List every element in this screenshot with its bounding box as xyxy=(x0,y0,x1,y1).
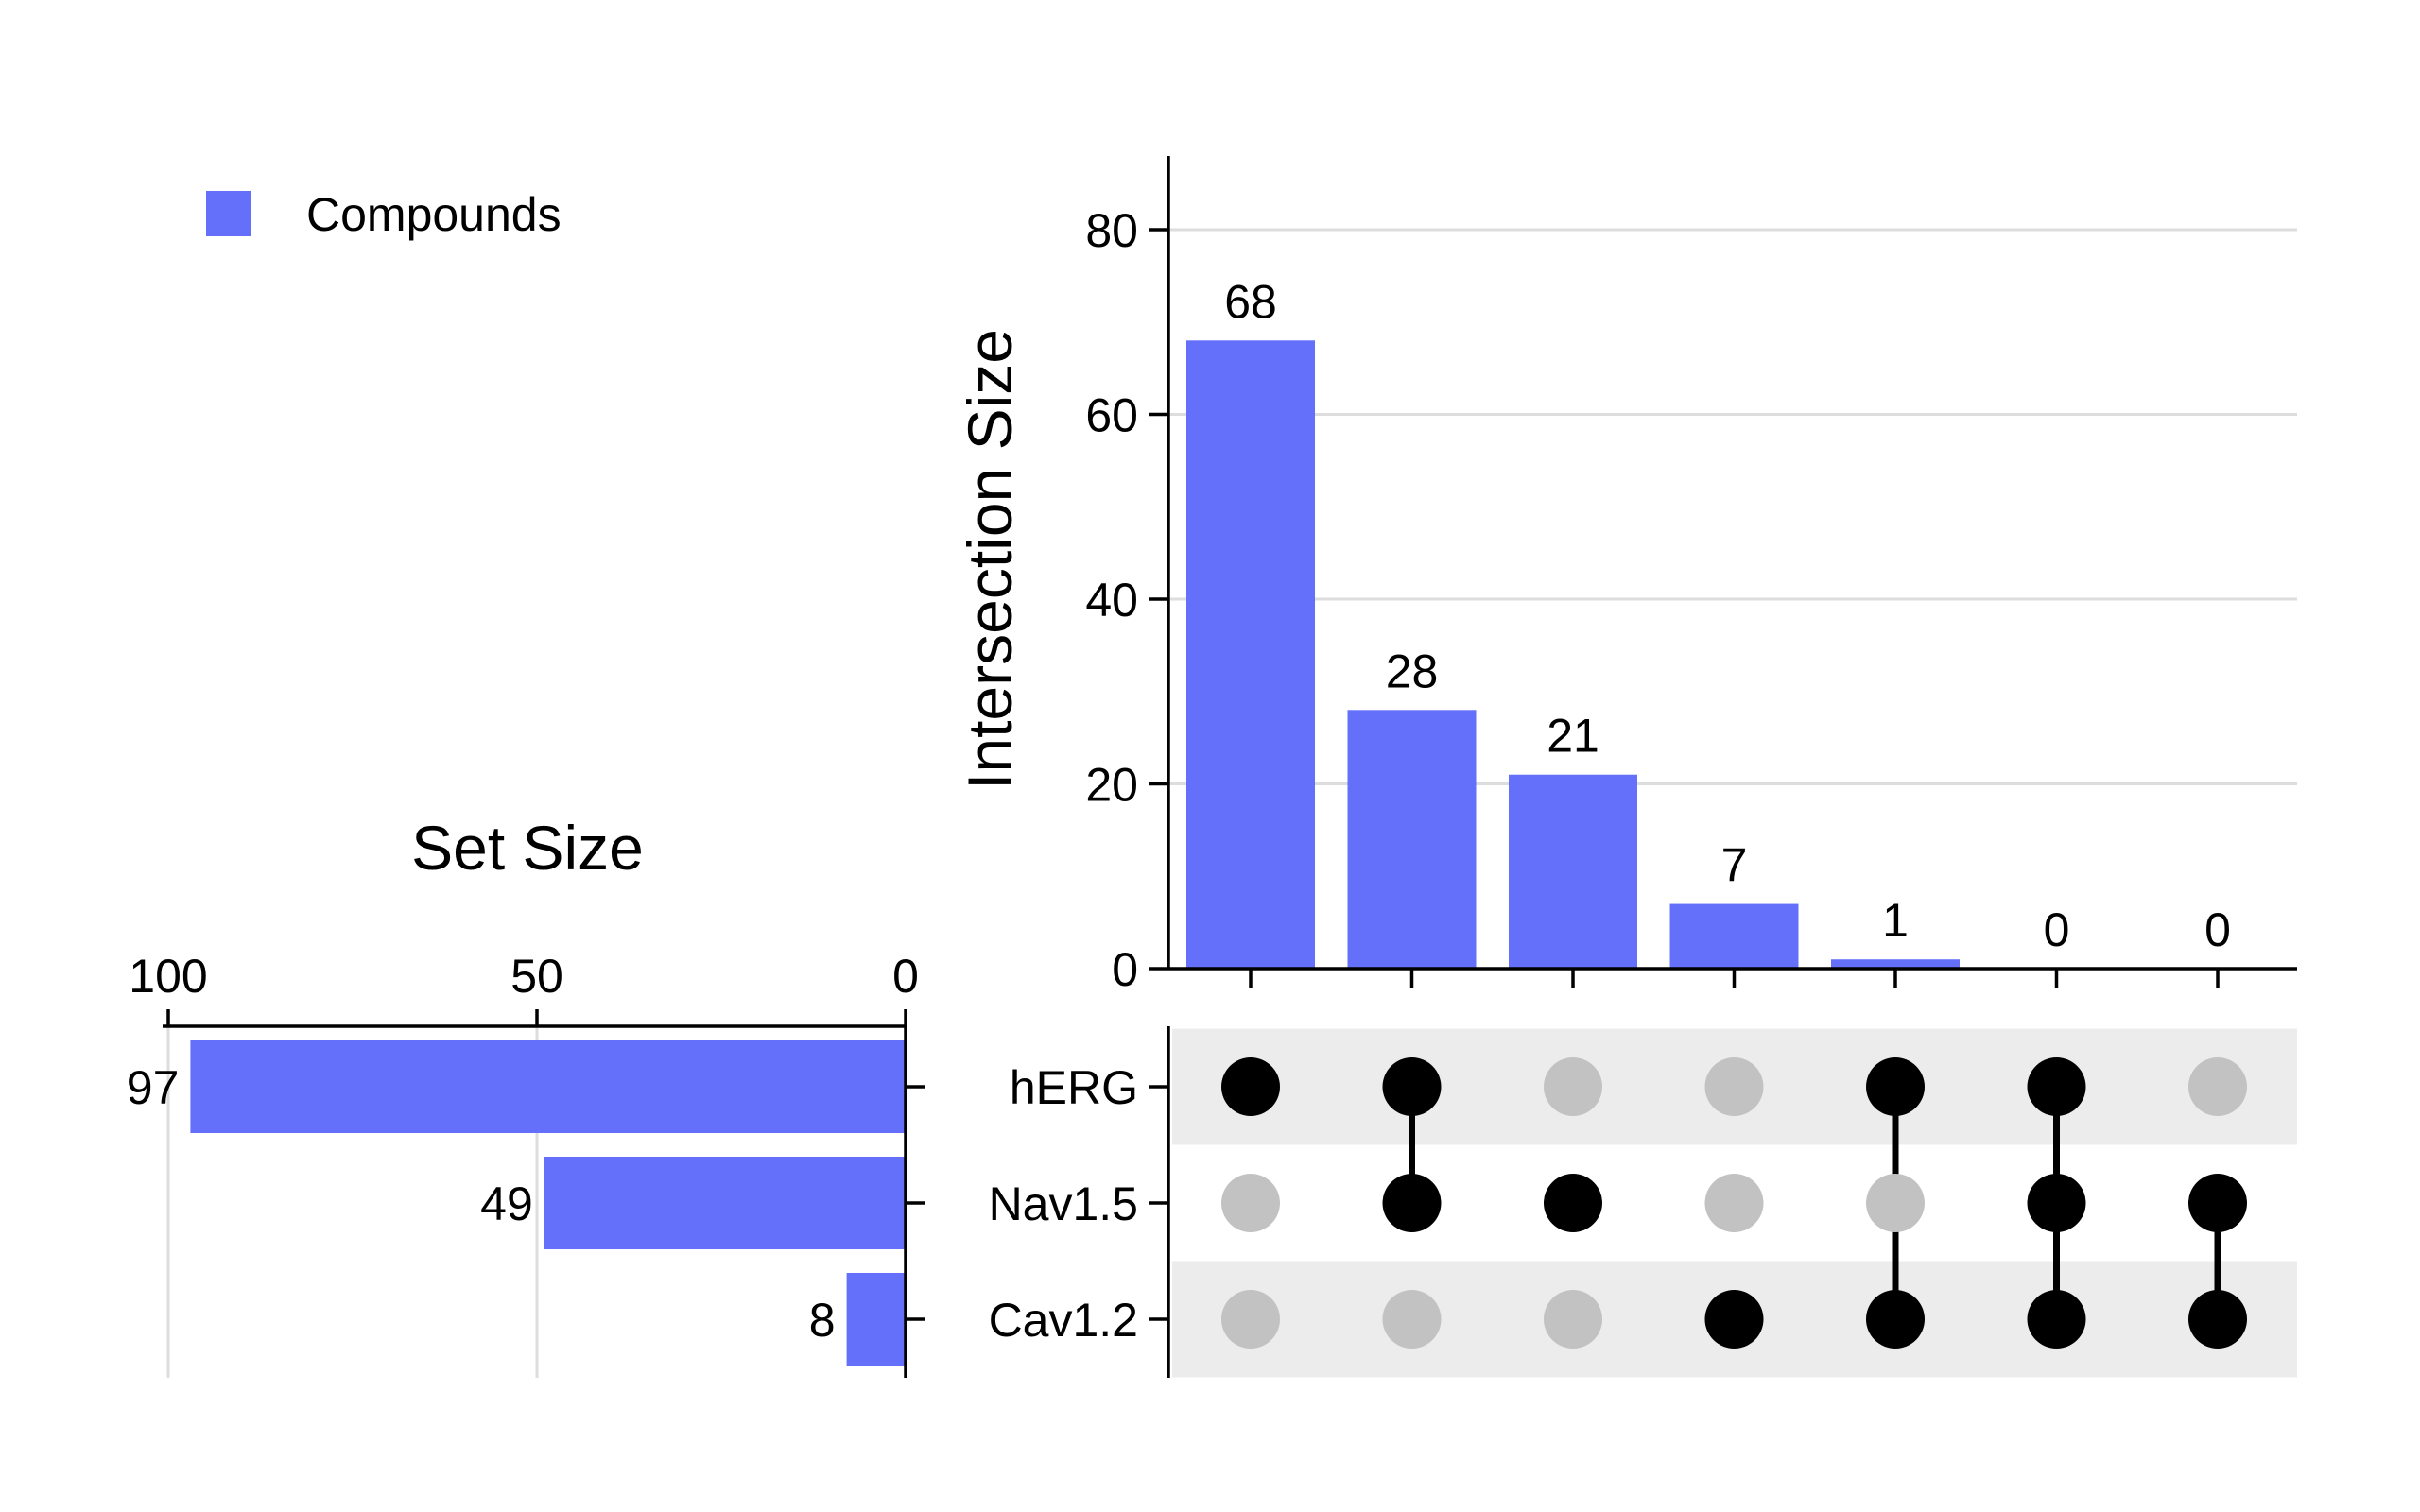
membership-dot-active xyxy=(1866,1057,1925,1116)
set-size-bar xyxy=(190,1040,906,1133)
intersection-bar-label: 21 xyxy=(1547,710,1599,763)
intersection-bar xyxy=(1347,710,1477,969)
set-size-axis-title: Set Size xyxy=(411,813,644,883)
membership-dot-inactive xyxy=(1544,1290,1602,1349)
membership-dot-active xyxy=(1382,1174,1442,1232)
intersection-bar-label: 68 xyxy=(1224,275,1277,328)
set-size-bars xyxy=(190,1040,906,1366)
intersection-bar xyxy=(1831,959,1960,969)
membership-dot-active xyxy=(2188,1174,2247,1232)
membership-dot-inactive xyxy=(1704,1174,1764,1232)
membership-dot-inactive xyxy=(1866,1174,1925,1232)
set-size-bar-label: 8 xyxy=(809,1294,836,1347)
membership-dot-active xyxy=(1866,1290,1925,1349)
intersection-bar xyxy=(1186,340,1315,969)
intersection-bar-label: 0 xyxy=(2044,903,2070,956)
membership-dot-inactive xyxy=(1544,1057,1602,1116)
membership-dot-active xyxy=(1221,1057,1280,1116)
membership-dot-active xyxy=(1544,1174,1602,1232)
intersection-bar-label: 0 xyxy=(2204,903,2231,956)
set-size-tick-label: 50 xyxy=(510,950,563,1003)
legend: Compounds xyxy=(206,188,562,241)
axes xyxy=(163,156,2297,1378)
intersection-bar xyxy=(1509,774,1637,969)
intersection-bars xyxy=(1186,340,1960,969)
membership-dot-inactive xyxy=(2188,1057,2247,1116)
y-tick-label: 40 xyxy=(1085,574,1138,627)
set-size-bar xyxy=(544,1157,906,1249)
membership-dot-active xyxy=(2027,1174,2086,1232)
membership-dot-active xyxy=(1382,1057,1442,1116)
set-label: Cav1.2 xyxy=(989,1294,1138,1347)
intersection-size-axis-title: Intersection Size xyxy=(955,329,1025,790)
intersection-bar xyxy=(1669,903,1799,969)
y-tick-label: 0 xyxy=(1112,943,1138,996)
set-label: Nav1.5 xyxy=(989,1177,1138,1230)
membership-dot-active xyxy=(2027,1057,2086,1116)
set-size-tick-label: 100 xyxy=(129,950,207,1003)
membership-dot-active xyxy=(2188,1290,2247,1349)
legend-label: Compounds xyxy=(306,188,562,241)
membership-dot-inactive xyxy=(1704,1057,1764,1116)
set-size-bar xyxy=(846,1273,906,1366)
membership-matrix xyxy=(1221,1057,2247,1349)
intersection-bar-label: 7 xyxy=(1721,839,1748,892)
set-size-bar-label: 97 xyxy=(127,1061,180,1114)
y-tick-label: 20 xyxy=(1085,759,1138,812)
set-size-bar-label: 49 xyxy=(480,1177,533,1230)
intersection-bar-label: 1 xyxy=(1882,894,1909,947)
membership-dot-active xyxy=(2027,1290,2086,1349)
membership-dot-active xyxy=(1704,1290,1764,1349)
y-tick-label: 80 xyxy=(1085,204,1138,257)
membership-dot-inactive xyxy=(1221,1174,1280,1232)
legend-swatch xyxy=(206,191,251,236)
set-size-tick-label: 0 xyxy=(892,950,919,1003)
y-tick-label: 60 xyxy=(1085,389,1138,442)
set-label: hERG xyxy=(1010,1061,1138,1114)
membership-dot-inactive xyxy=(1382,1290,1442,1349)
intersection-bar-label: 28 xyxy=(1386,644,1439,697)
membership-dot-inactive xyxy=(1221,1290,1280,1349)
